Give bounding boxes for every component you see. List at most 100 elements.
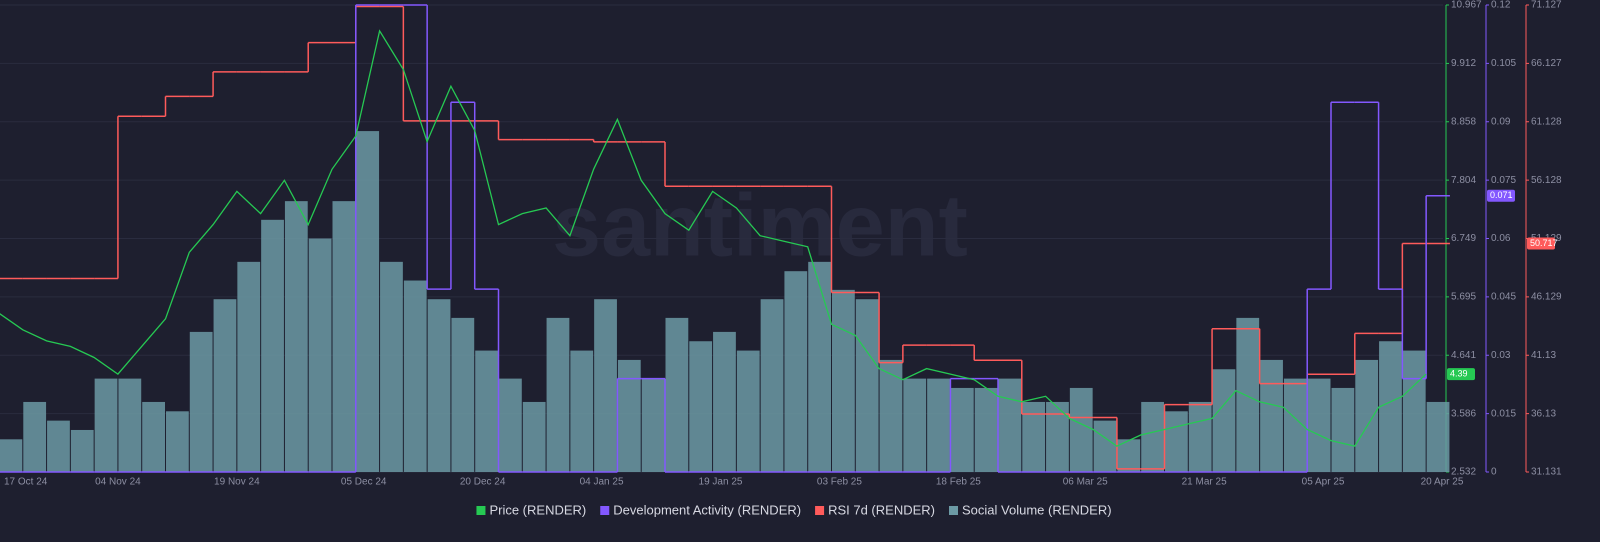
bar <box>713 331 736 472</box>
y-tick-label: 46.129 <box>1531 292 1562 303</box>
bar <box>617 359 641 472</box>
bar <box>166 411 189 472</box>
bar <box>641 378 665 472</box>
y-tick-label: 0.03 <box>1491 350 1511 361</box>
bar <box>1307 378 1331 472</box>
y-tick-label: 4.641 <box>1451 350 1476 361</box>
bar <box>94 378 118 472</box>
bar <box>23 401 47 472</box>
bar <box>1283 378 1307 472</box>
x-tick-label: 17 Oct 24 <box>4 477 48 488</box>
y-tick-label: 7.804 <box>1451 175 1476 186</box>
y-tick-label: 2.532 <box>1451 467 1476 478</box>
x-tick-label: 19 Nov 24 <box>214 477 260 488</box>
y-tick-label: 56.128 <box>1531 175 1562 186</box>
bar <box>998 378 1022 472</box>
y-tick-label: 0.015 <box>1491 408 1516 419</box>
bar <box>927 378 950 472</box>
y-tick-label: 0.09 <box>1491 116 1511 127</box>
x-tick-label: 20 Apr 25 <box>1421 477 1464 488</box>
bar <box>950 387 974 472</box>
y-tick-label: 0.045 <box>1491 292 1516 303</box>
bar <box>832 289 855 472</box>
bar <box>403 280 427 472</box>
bar <box>1141 401 1164 472</box>
bar <box>1069 387 1093 472</box>
legend-swatch <box>815 506 825 515</box>
bar <box>903 378 927 472</box>
bar <box>237 261 261 472</box>
watermark: santiment <box>552 175 968 274</box>
value-badge <box>1487 189 1515 202</box>
price-line <box>0 29 1427 447</box>
y-tick-label: 10.967 <box>1451 0 1482 11</box>
bar <box>594 299 617 472</box>
bar <box>784 271 808 472</box>
bar <box>1093 420 1117 472</box>
bar <box>451 317 475 472</box>
bar <box>546 317 570 472</box>
y-tick-label: 71.127 <box>1531 0 1562 11</box>
bar <box>974 387 998 472</box>
bar <box>1379 341 1402 472</box>
legend-label: Price (RENDER) <box>489 502 586 517</box>
y-tick-label: 31.131 <box>1531 467 1562 478</box>
bar <box>261 219 284 472</box>
bar <box>1402 350 1426 472</box>
bar <box>760 299 784 472</box>
bar <box>284 201 308 472</box>
bar <box>1331 387 1355 472</box>
bar <box>1236 317 1260 472</box>
bar <box>879 359 903 472</box>
bar <box>356 131 380 472</box>
x-tick-label: 04 Nov 24 <box>95 477 141 488</box>
y-tick-label: 41.13 <box>1531 350 1556 361</box>
bar <box>118 378 142 472</box>
bar <box>213 299 237 472</box>
bar <box>142 401 165 472</box>
bar <box>475 350 498 472</box>
value-badge-label: 0.071 <box>1490 190 1513 200</box>
y-tick-label: 61.128 <box>1531 116 1562 127</box>
bar <box>736 350 760 472</box>
x-tick-label: 20 Dec 24 <box>460 477 506 488</box>
legend-swatch <box>476 506 486 515</box>
bar <box>189 331 213 472</box>
bar <box>1165 411 1188 472</box>
x-tick-label: 05 Dec 24 <box>341 477 387 488</box>
y-tick-label: 0.12 <box>1491 0 1511 11</box>
bar <box>855 299 879 472</box>
bar <box>47 420 70 472</box>
legend-label: RSI 7d (RENDER) <box>828 502 935 517</box>
bar <box>1046 401 1069 472</box>
bar <box>499 378 522 472</box>
x-tick-label: 06 Mar 25 <box>1063 477 1108 488</box>
bar <box>665 317 689 472</box>
legend: Price (RENDER) Development Activity (REND… <box>476 502 1112 517</box>
y-tick-label: 36.13 <box>1531 408 1556 419</box>
y-tick-label: 8.858 <box>1451 116 1476 127</box>
value-badge-label: 50.717 <box>1530 238 1558 248</box>
bar <box>570 350 594 472</box>
y-tick-label: 5.695 <box>1451 292 1476 303</box>
y-tick-label: 66.127 <box>1531 58 1562 69</box>
bar <box>1426 401 1450 472</box>
bar <box>1260 359 1283 472</box>
bar <box>522 401 546 472</box>
y-tick-label: 0.06 <box>1491 233 1511 244</box>
bar <box>808 261 831 472</box>
y-tick-label: 0 <box>1491 467 1497 478</box>
bar <box>1355 359 1379 472</box>
legend-swatch <box>949 506 958 515</box>
bar <box>0 439 23 472</box>
bar <box>1117 439 1141 472</box>
y-tick-label: 3.586 <box>1451 408 1476 419</box>
bar <box>332 201 356 472</box>
x-tick-label: 05 Apr 25 <box>1302 477 1345 488</box>
x-tick-label: 18 Feb 25 <box>936 477 981 488</box>
legend-label: Development Activity (RENDER) <box>613 502 801 517</box>
legend-label: Social Volume (RENDER) <box>962 502 1112 517</box>
bar <box>1022 401 1046 472</box>
bar <box>1188 401 1212 472</box>
